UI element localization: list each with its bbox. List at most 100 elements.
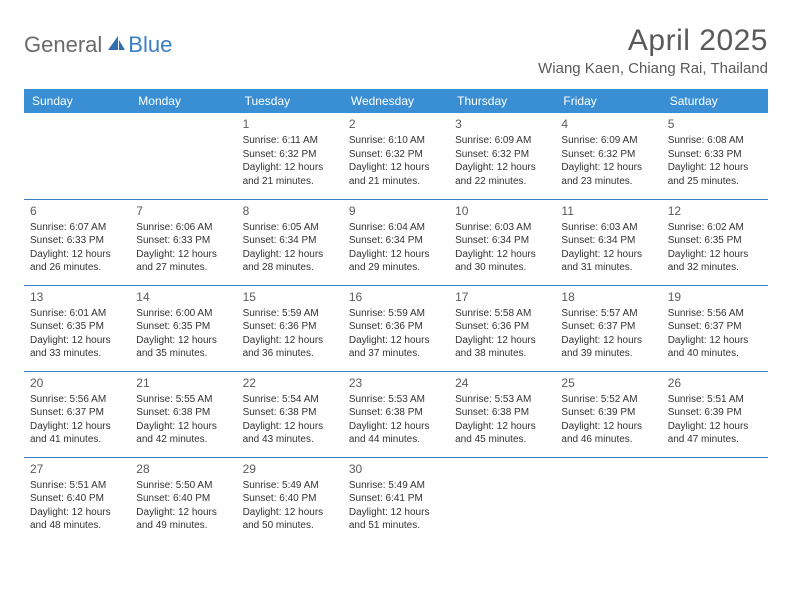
month-title: April 2025 [538, 24, 768, 58]
day-detail-line: Sunset: 6:36 PM [455, 320, 549, 334]
calendar-day-cell [130, 113, 236, 199]
day-detail-line: and 25 minutes. [668, 175, 762, 189]
day-detail-line: and 22 minutes. [455, 175, 549, 189]
day-detail-line: Sunset: 6:36 PM [349, 320, 443, 334]
day-detail-line: and 31 minutes. [561, 261, 655, 275]
calendar-day-cell: 26Sunrise: 5:51 AMSunset: 6:39 PMDayligh… [662, 371, 768, 457]
day-detail-line: Sunrise: 5:50 AM [136, 479, 230, 493]
day-detail-line: Sunset: 6:37 PM [30, 406, 124, 420]
calendar-day-cell: 11 Sunrise: 6:03 AMSunset: 6:34 PMDayligh… [555, 199, 661, 285]
day-detail-line: and 32 minutes. [668, 261, 762, 275]
day-detail-line: Sunrise: 6:03 AM [561, 221, 655, 235]
day-detail-line: Sunset: 6:40 PM [30, 492, 124, 506]
day-number: 21 [136, 375, 230, 391]
day-detail-line: and 48 minutes. [30, 519, 124, 533]
calendar-day-cell: 17Sunrise: 5:58 AMSunset: 6:36 PMDayligh… [449, 285, 555, 371]
day-detail-line: Daylight: 12 hours [349, 248, 443, 262]
calendar-day-cell: 22Sunrise: 5:54 AMSunset: 6:38 PMDayligh… [237, 371, 343, 457]
day-detail-line: Sunrise: 5:59 AM [349, 307, 443, 321]
calendar-day-cell: 24Sunrise: 5:53 AMSunset: 6:38 PMDayligh… [449, 371, 555, 457]
calendar-body: 1Sunrise: 6:11 AMSunset: 6:32 PMDaylight… [24, 113, 768, 543]
calendar-day-cell [24, 113, 130, 199]
day-detail-line: Daylight: 12 hours [561, 420, 655, 434]
day-detail-line: and 36 minutes. [243, 347, 337, 361]
day-detail-line: Daylight: 12 hours [561, 248, 655, 262]
calendar-day-cell [449, 457, 555, 543]
day-detail-line: Sunrise: 5:52 AM [561, 393, 655, 407]
day-detail-line: and 21 minutes. [243, 175, 337, 189]
day-detail-line: Sunrise: 5:57 AM [561, 307, 655, 321]
day-detail-line: and 38 minutes. [455, 347, 549, 361]
day-number: 28 [136, 461, 230, 477]
calendar-day-cell: 28Sunrise: 5:50 AMSunset: 6:40 PMDayligh… [130, 457, 236, 543]
day-detail-line: Sunset: 6:32 PM [561, 148, 655, 162]
calendar-day-cell: 20Sunrise: 5:56 AMSunset: 6:37 PMDayligh… [24, 371, 130, 457]
day-detail-line: Sunrise: 6:06 AM [136, 221, 230, 235]
day-number: 23 [349, 375, 443, 391]
day-detail-line: Sunset: 6:38 PM [243, 406, 337, 420]
day-detail-line: Sunrise: 5:49 AM [243, 479, 337, 493]
day-detail-line: Sunset: 6:36 PM [243, 320, 337, 334]
day-detail-line: and 51 minutes. [349, 519, 443, 533]
day-detail-line: Sunset: 6:34 PM [561, 234, 655, 248]
day-detail-line: and 45 minutes. [455, 433, 549, 447]
day-detail-line: Sunrise: 6:03 AM [455, 221, 549, 235]
day-detail-line: and 49 minutes. [136, 519, 230, 533]
day-detail-line: Sunrise: 5:53 AM [455, 393, 549, 407]
day-detail-line: Daylight: 12 hours [30, 506, 124, 520]
day-detail-line: Daylight: 12 hours [136, 248, 230, 262]
calendar-day-cell: 15Sunrise: 5:59 AMSunset: 6:36 PMDayligh… [237, 285, 343, 371]
day-detail-line: Sunset: 6:34 PM [243, 234, 337, 248]
day-number: 2 [349, 116, 443, 132]
day-number: 4 [561, 116, 655, 132]
day-detail-line: and 21 minutes. [349, 175, 443, 189]
day-detail-line: Daylight: 12 hours [455, 420, 549, 434]
day-detail-line: Daylight: 12 hours [349, 420, 443, 434]
day-number: 18 [561, 289, 655, 305]
day-detail-line: Daylight: 12 hours [243, 506, 337, 520]
calendar-day-cell: 21Sunrise: 5:55 AMSunset: 6:38 PMDayligh… [130, 371, 236, 457]
calendar-day-cell: 10Sunrise: 6:03 AMSunset: 6:34 PMDayligh… [449, 199, 555, 285]
day-number: 11 [561, 203, 655, 219]
day-detail-line: Sunset: 6:32 PM [455, 148, 549, 162]
brand-logo: General Blue [24, 32, 172, 58]
day-detail-line: Sunrise: 6:09 AM [561, 134, 655, 148]
day-detail-line: Sunrise: 6:08 AM [668, 134, 762, 148]
day-detail-line: and 42 minutes. [136, 433, 230, 447]
title-block: April 2025 Wiang Kaen, Chiang Rai, Thail… [538, 24, 768, 77]
day-detail-line: Sunrise: 6:02 AM [668, 221, 762, 235]
brand-text-blue: Blue [128, 32, 172, 58]
day-number: 10 [455, 203, 549, 219]
day-detail-line: Daylight: 12 hours [30, 248, 124, 262]
calendar-week-row: 20Sunrise: 5:56 AMSunset: 6:37 PMDayligh… [24, 371, 768, 457]
day-detail-line: Daylight: 12 hours [349, 334, 443, 348]
day-number: 13 [30, 289, 124, 305]
calendar-day-cell: 19Sunrise: 5:56 AMSunset: 6:37 PMDayligh… [662, 285, 768, 371]
day-detail-line: Sunset: 6:33 PM [668, 148, 762, 162]
calendar-week-row: 27Sunrise: 5:51 AMSunset: 6:40 PMDayligh… [24, 457, 768, 543]
calendar-day-cell: 16Sunrise: 5:59 AMSunset: 6:36 PMDayligh… [343, 285, 449, 371]
brand-text-general: General [24, 32, 102, 58]
day-detail-line: Sunrise: 5:51 AM [668, 393, 762, 407]
day-number: 20 [30, 375, 124, 391]
day-detail-line: Sunrise: 6:07 AM [30, 221, 124, 235]
day-number: 6 [30, 203, 124, 219]
day-detail-line: Sunrise: 6:11 AM [243, 134, 337, 148]
location-text: Wiang Kaen, Chiang Rai, Thailand [538, 60, 768, 77]
calendar-day-cell: 2Sunrise: 6:10 AMSunset: 6:32 PMDaylight… [343, 113, 449, 199]
day-detail-line: Daylight: 12 hours [30, 420, 124, 434]
day-header-row: Sunday Monday Tuesday Wednesday Thursday… [24, 89, 768, 113]
day-number: 3 [455, 116, 549, 132]
day-detail-line: and 40 minutes. [668, 347, 762, 361]
day-detail-line: Sunrise: 6:05 AM [243, 221, 337, 235]
calendar-day-cell [662, 457, 768, 543]
day-detail-line: Daylight: 12 hours [30, 334, 124, 348]
day-detail-line: Daylight: 12 hours [349, 161, 443, 175]
day-detail-line: and 39 minutes. [561, 347, 655, 361]
day-detail-line: Daylight: 12 hours [668, 248, 762, 262]
day-detail-line: Sunset: 6:39 PM [668, 406, 762, 420]
day-detail-line: Sunset: 6:37 PM [561, 320, 655, 334]
calendar-week-row: 1Sunrise: 6:11 AMSunset: 6:32 PMDaylight… [24, 113, 768, 199]
calendar-day-cell: 29Sunrise: 5:49 AMSunset: 6:40 PMDayligh… [237, 457, 343, 543]
day-detail-line: and 26 minutes. [30, 261, 124, 275]
